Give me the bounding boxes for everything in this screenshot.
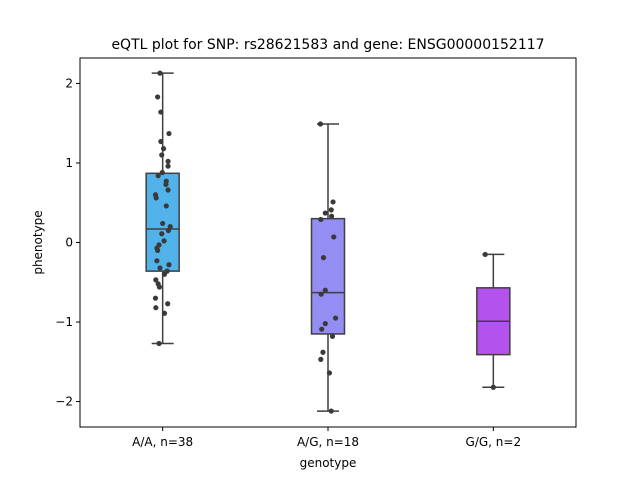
y-tick-label: −1 [55, 315, 73, 329]
data-point [161, 238, 167, 244]
data-point [322, 321, 328, 327]
data-point [152, 295, 159, 301]
data-point [320, 255, 327, 261]
data-point [165, 163, 171, 169]
box-group [476, 251, 511, 390]
data-point [317, 121, 324, 127]
data-point [159, 169, 165, 176]
data-point [158, 138, 164, 145]
y-tick-label: −2 [55, 395, 73, 409]
data-point [153, 277, 159, 283]
data-point [328, 207, 334, 213]
data-point [318, 291, 324, 297]
data-point [318, 356, 324, 363]
data-point [161, 271, 168, 277]
data-point [154, 258, 160, 264]
data-point [329, 333, 336, 339]
data-point [166, 130, 172, 137]
data-point [157, 70, 163, 76]
box-group [145, 70, 180, 347]
data-point [160, 146, 167, 152]
data-point [490, 384, 496, 390]
plot-area [145, 70, 511, 414]
data-point [155, 247, 161, 254]
x-axis-label: genotype [300, 456, 357, 470]
data-point [160, 220, 166, 227]
data-point [159, 231, 165, 237]
data-point [156, 340, 162, 347]
y-tick-label: 2 [65, 76, 73, 90]
data-point [482, 251, 488, 258]
x-tick-label: A/G, n=18 [297, 435, 359, 449]
data-point [159, 152, 165, 158]
data-point [157, 265, 163, 271]
data-point [318, 216, 324, 223]
x-tick-label: A/A, n=38 [132, 435, 193, 449]
data-point [329, 213, 335, 219]
data-point [161, 310, 168, 316]
data-point [158, 109, 164, 115]
x-axis: A/A, n=38 A/G, n=18 G/G, n=2 [132, 427, 521, 449]
data-point [326, 370, 333, 376]
y-tick-label: 0 [65, 236, 73, 250]
chart-title: eQTL plot for SNP: rs28621583 and gene: … [111, 37, 544, 53]
data-point [330, 199, 336, 205]
data-point [155, 173, 161, 179]
x-tick-label: G/G, n=2 [466, 435, 522, 449]
data-point [155, 94, 161, 100]
data-point [167, 223, 173, 230]
box-group [310, 121, 346, 414]
data-point [163, 181, 169, 188]
data-point [153, 195, 159, 201]
y-axis-label: phenotype [31, 210, 45, 274]
y-axis: −2 −1 0 1 2 [55, 76, 80, 409]
data-point [165, 301, 171, 307]
data-point [322, 287, 328, 293]
box-iqr [310, 217, 346, 335]
data-point [165, 227, 172, 234]
y-tick-label: 1 [65, 156, 73, 170]
data-point [156, 284, 163, 290]
data-point [163, 203, 169, 209]
data-point [153, 305, 159, 311]
data-point [165, 187, 171, 193]
data-point [165, 158, 171, 164]
data-point [319, 326, 325, 332]
data-point [166, 262, 172, 268]
data-point [332, 315, 339, 321]
data-point [331, 234, 337, 240]
data-point [328, 408, 334, 414]
data-point [320, 349, 326, 355]
data-point [322, 210, 328, 216]
